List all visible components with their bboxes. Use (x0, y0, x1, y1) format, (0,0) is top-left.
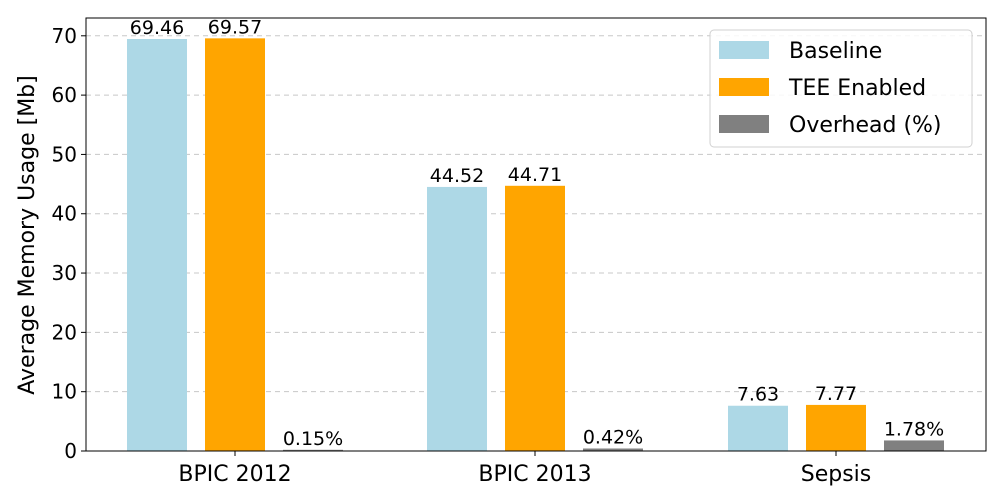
y-tick-labels: 0 10 20 30 40 50 60 70 (52, 24, 86, 463)
bar-1-0 (205, 38, 265, 452)
data-label-2-0: 0.15% (283, 428, 343, 450)
y-tick-label-50: 50 (52, 142, 77, 166)
bar-2-1 (583, 448, 643, 451)
data-label-1-0: 69.57 (208, 16, 262, 38)
x-tick-label-2: Sepsis (801, 462, 872, 487)
y-tick-label-30: 30 (52, 261, 77, 285)
plot-frame (85, 17, 987, 452)
data-label-0-1: 44.52 (430, 165, 484, 187)
bar-1-1 (505, 185, 565, 452)
bar-0-1 (427, 186, 487, 451)
bar-0-2 (728, 405, 788, 451)
x-tick-labels: BPIC 2012 BPIC 2013 Sepsis (178, 451, 871, 487)
y-tick-label-70: 70 (52, 24, 77, 48)
legend-swatch-2 (719, 115, 769, 133)
bar-0-0 (127, 38, 187, 452)
legend-label-0: Baseline (789, 39, 882, 64)
bar-2-0 (283, 449, 343, 451)
y-tick-label-60: 60 (52, 83, 77, 107)
legend-label-1: TEE Enabled (788, 76, 926, 101)
bar-2-2 (884, 440, 944, 451)
data-label-2-2: 1.78% (884, 418, 944, 440)
y-tick-label-10: 10 (52, 380, 77, 404)
data-label-2-1: 0.42% (583, 427, 643, 449)
legend-box (709, 29, 973, 148)
bar-1-2 (806, 404, 866, 451)
legend: Baseline TEE Enabled Overhead (%) (709, 29, 973, 148)
x-tick-label-1: BPIC 2013 (478, 462, 591, 487)
data-label-0-0: 69.46 (130, 17, 184, 39)
y-tick-label-0: 0 (64, 439, 77, 463)
x-tick-label-0: BPIC 2012 (178, 462, 291, 487)
data-label-0-2: 7.63 (737, 384, 779, 406)
legend-swatch-1 (719, 78, 769, 96)
y-tick-label-40: 40 (52, 202, 77, 226)
data-label-1-1: 44.71 (508, 164, 562, 186)
legend-swatch-0 (719, 41, 769, 59)
legend-label-2: Overhead (%) (789, 113, 942, 138)
bars (127, 38, 944, 452)
data-label-1-2: 7.77 (815, 383, 857, 405)
axes (85, 17, 987, 452)
data-labels: 69.46 69.57 0.15% 44.52 44.71 0.42% 7.63 7.77 1.… (130, 16, 944, 450)
y-axis-label: Average Memory Usage [Mb] (15, 75, 40, 394)
y-tick-label-20: 20 (52, 320, 77, 344)
